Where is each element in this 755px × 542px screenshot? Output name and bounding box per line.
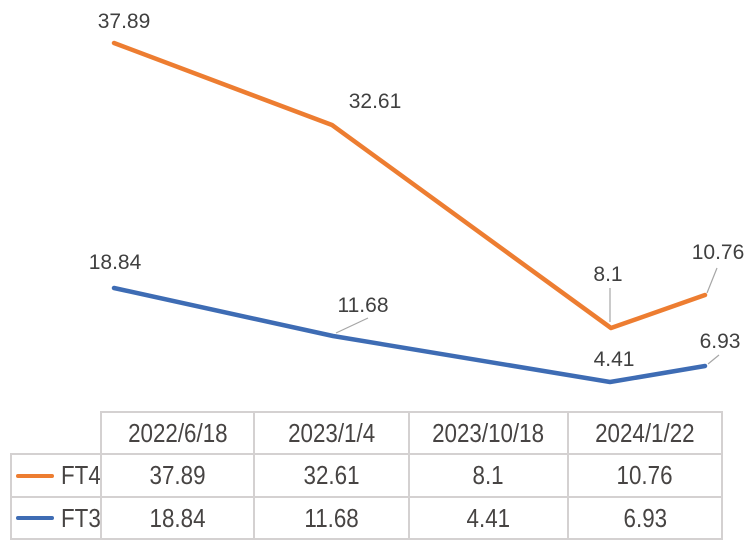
cell-value: 11.68 (304, 502, 359, 533)
ft3-legend-line-icon (16, 516, 54, 520)
header-date-text: 2024/1/22 (595, 417, 695, 448)
table-cell-ft4-4: 10.76 (567, 453, 723, 498)
cell-value: 37.89 (149, 460, 206, 490)
table-cell-ft4-3: 8.1 (408, 453, 569, 498)
data-label-ft3-2: 11.68 (337, 294, 389, 317)
table-cell-ft4-1: 37.89 (100, 453, 255, 498)
table-header-date-2: 2023/1/4 (253, 411, 410, 455)
chart-canvas (111, 40, 720, 385)
data-label-ft4-2: 32.61 (348, 90, 402, 113)
chart-plot-area: 37.89 32.61 8.1 10.76 18.84 11.68 4.41 6… (88, 10, 745, 385)
series-name-ft4: FT4 (61, 460, 101, 490)
table-row-ft4: FT4 37.89 32.61 8.1 10.76 (10, 453, 723, 498)
leader-line-ft3-11.68 (335, 317, 369, 334)
ft4-legend-line-icon (16, 473, 54, 478)
table-cell-ft3-4: 6.93 (567, 496, 723, 540)
table-row-ft3: FT3 18.84 11.68 4.41 6.93 (10, 496, 723, 540)
table-cell-ft3-2: 11.68 (253, 496, 410, 540)
header-date-text: 2023/10/18 (432, 417, 545, 448)
data-label-ft4-3: 8.1 (593, 263, 623, 286)
cell-value: 10.76 (617, 460, 673, 490)
data-label-ft4-1: 37.89 (97, 10, 151, 33)
cell-value: 32.61 (303, 460, 360, 490)
leader-line-ft4-10.76 (706, 267, 718, 294)
data-label-ft3-3: 4.41 (593, 348, 635, 371)
data-label-ft3-1: 18.84 (88, 251, 142, 274)
table-cell-ft3-3: 4.41 (408, 496, 569, 540)
table-header-date-4: 2024/1/22 (567, 411, 723, 455)
row-label-cell-ft3: FT3 (10, 496, 102, 540)
table-cell-ft4-2: 32.61 (253, 453, 410, 498)
row-label-cell-ft4: FT4 (10, 453, 102, 498)
cell-value: 6.93 (623, 502, 667, 533)
chart-data-table: 2022/6/18 2023/1/4 2023/10/18 2024/1/22 … (10, 411, 723, 540)
data-label-ft3-4: 6.93 (699, 330, 741, 353)
table-header-row: 2022/6/18 2023/1/4 2023/10/18 2024/1/22 (11, 411, 723, 455)
table-cell-ft3-1: 18.84 (100, 496, 255, 540)
table-header-date-3: 2023/10/18 (408, 411, 569, 455)
cell-value: 18.84 (149, 502, 206, 533)
cell-value: 4.41 (466, 502, 511, 533)
line-series-ft4 (111, 40, 708, 331)
table-header-date-1: 2022/6/18 (100, 411, 255, 455)
header-date-text: 2023/1/4 (287, 417, 376, 448)
data-label-ft4-4: 10.76 (691, 241, 745, 264)
cell-value: 8.1 (472, 460, 505, 490)
leader-line-ft3-6.93 (707, 354, 720, 365)
table-corner-cell (11, 412, 101, 454)
line-series-ft3 (111, 285, 708, 385)
header-date-text: 2022/6/18 (127, 417, 228, 448)
series-name-ft3: FT3 (61, 502, 101, 533)
